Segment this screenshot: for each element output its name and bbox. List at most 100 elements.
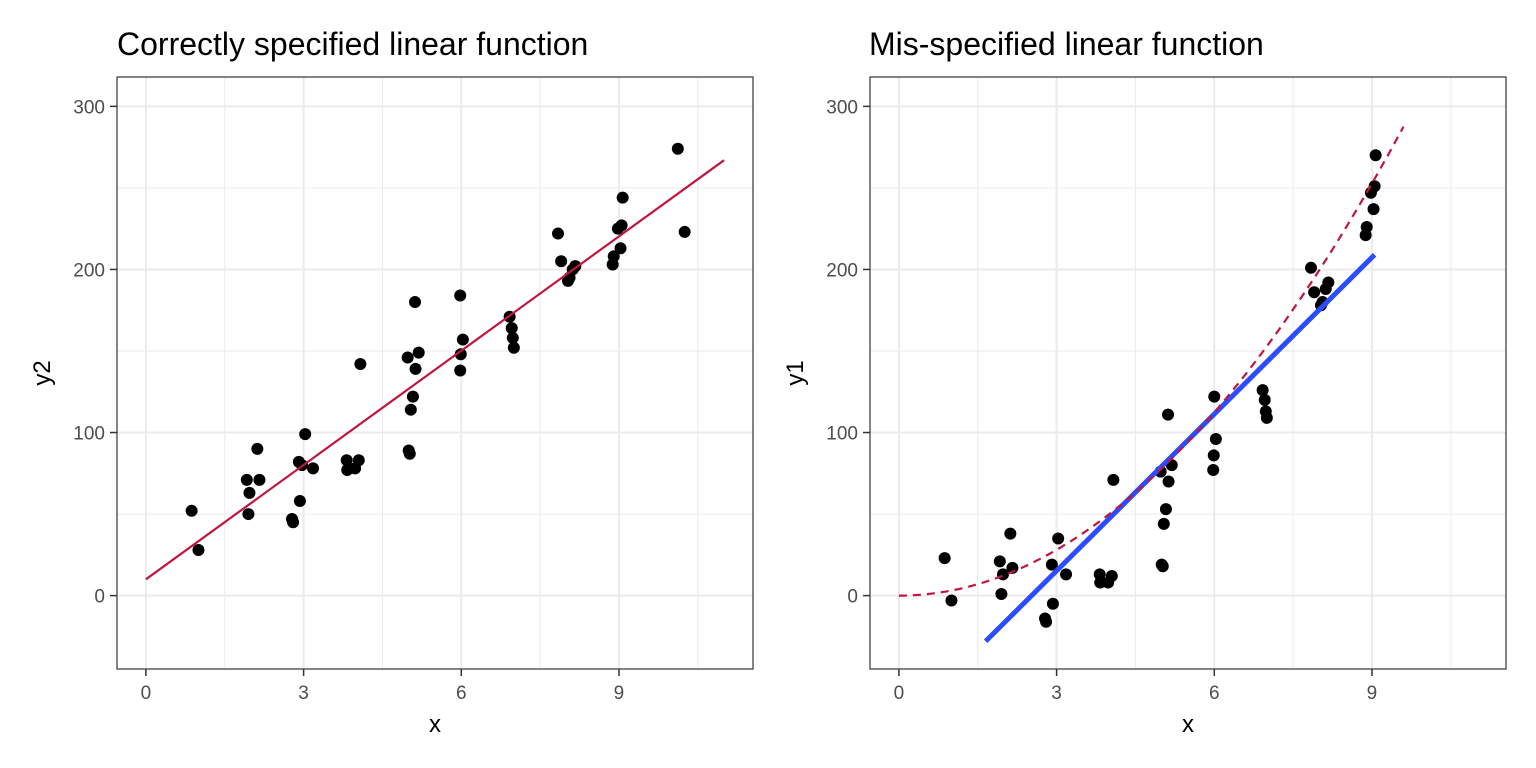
left-panel-title: Correctly specified linear function: [117, 26, 588, 62]
right-plot-area: [870, 77, 1506, 669]
right-data-point: [938, 552, 951, 565]
left-data-marks: [145, 142, 725, 581]
left-data-point: [615, 219, 628, 232]
right-data-point: [1107, 473, 1120, 486]
left-data-point: [185, 504, 198, 517]
right-data-point: [1207, 449, 1220, 462]
right-data-point: [1207, 464, 1220, 477]
left-data-point: [507, 341, 520, 354]
left-data-point: [299, 428, 312, 441]
left-axis-ticks: 0 3 6 9 0 100 200 300: [73, 97, 624, 704]
right-data-point: [1060, 568, 1073, 581]
left-data-point: [409, 362, 422, 375]
right-data-point: [1040, 615, 1053, 628]
right-y-tick-label: 0: [847, 587, 858, 608]
left-x-tick-label: 6: [456, 683, 467, 704]
right-data-point: [1045, 558, 1058, 571]
right-data-point: [1162, 475, 1175, 488]
right-data-point: [993, 555, 1006, 568]
right-data-point: [1369, 149, 1382, 162]
right-data-point: [995, 587, 1008, 600]
left-x-tick-label: 9: [614, 683, 625, 704]
right-x-tick-label: 3: [1051, 683, 1062, 704]
right-data-point: [1159, 503, 1172, 516]
left-data-point: [192, 543, 205, 556]
left-y-tick-label: 0: [94, 587, 105, 608]
right-y-tick-label: 200: [826, 260, 858, 281]
left-data-point: [253, 473, 266, 486]
left-data-point: [251, 442, 264, 455]
left-data-point: [287, 516, 300, 529]
left-y-tick-label: 300: [73, 97, 105, 118]
left-data-point: [454, 348, 467, 361]
left-panel: Correctly specified linear function 0 3 6 9…: [29, 26, 754, 738]
left-y-axis-title: y2: [29, 360, 56, 385]
left-panel-border: [116, 76, 754, 670]
left-gridlines: [117, 77, 753, 669]
left-data-point: [614, 242, 627, 255]
right-data-point: [1157, 517, 1170, 530]
left-regression-line: [145, 159, 725, 581]
right-panel-title: Mis-specified linear function: [869, 26, 1264, 62]
right-data-point: [1209, 433, 1222, 446]
left-data-point: [409, 296, 422, 309]
left-data-point: [403, 447, 416, 460]
left-data-point: [616, 191, 629, 204]
right-quadratic-curve: [898, 126, 1405, 597]
right-data-marks: [898, 126, 1405, 644]
left-x-tick-label: 0: [141, 683, 152, 704]
right-axis-ticks: 0 3 6 9 0 100 200 300: [826, 97, 1377, 704]
left-data-point: [454, 364, 467, 377]
right-data-point: [1260, 411, 1273, 424]
left-data-point: [243, 486, 256, 499]
left-data-point: [555, 255, 568, 268]
left-data-point: [406, 390, 419, 403]
right-data-point: [1322, 276, 1335, 289]
right-panel: Mis-specified linear function 0 3 6 9 0 100 20…: [782, 26, 1507, 738]
left-data-point: [401, 351, 414, 364]
right-data-point: [1367, 203, 1380, 216]
left-data-point: [505, 322, 518, 335]
right-data-point: [1256, 384, 1269, 397]
right-y-tick-label: 300: [826, 97, 858, 118]
right-data-point: [1258, 393, 1271, 406]
right-x-axis-title: x: [1182, 711, 1194, 738]
left-data-point: [307, 462, 320, 475]
left-data-point: [242, 508, 255, 521]
left-data-point: [506, 331, 519, 344]
left-data-point: [240, 473, 253, 486]
left-x-axis-title: x: [429, 711, 441, 738]
right-data-point: [1105, 570, 1118, 583]
right-linear-fit-line: [983, 252, 1377, 644]
right-data-point: [1360, 221, 1373, 234]
right-data-point: [1162, 408, 1175, 421]
right-data-point: [1156, 560, 1169, 573]
right-x-tick-label: 0: [894, 683, 905, 704]
left-data-point: [671, 142, 684, 155]
left-data-point: [412, 346, 425, 359]
right-panel-border: [869, 76, 1507, 670]
left-data-point: [340, 454, 353, 467]
right-data-point: [1368, 180, 1381, 193]
right-data-point: [945, 594, 958, 607]
right-data-point: [1046, 597, 1059, 610]
right-x-tick-label: 6: [1209, 683, 1220, 704]
left-plot-area: [117, 77, 753, 669]
left-data-point: [678, 225, 691, 238]
left-y-tick-label: 200: [73, 260, 105, 281]
left-y-tick-label: 100: [73, 424, 105, 445]
right-data-point: [1304, 261, 1317, 274]
right-data-point: [1308, 286, 1321, 299]
right-x-tick-label: 9: [1367, 683, 1378, 704]
right-data-point: [1052, 532, 1065, 545]
right-y-tick-label: 100: [826, 424, 858, 445]
right-data-point: [1208, 390, 1221, 403]
left-data-point: [354, 358, 367, 371]
left-data-point: [293, 495, 306, 508]
left-data-point: [551, 227, 564, 240]
left-x-tick-label: 3: [298, 683, 309, 704]
left-data-point: [352, 454, 365, 467]
left-data-point: [456, 333, 469, 346]
left-data-point: [404, 403, 417, 416]
